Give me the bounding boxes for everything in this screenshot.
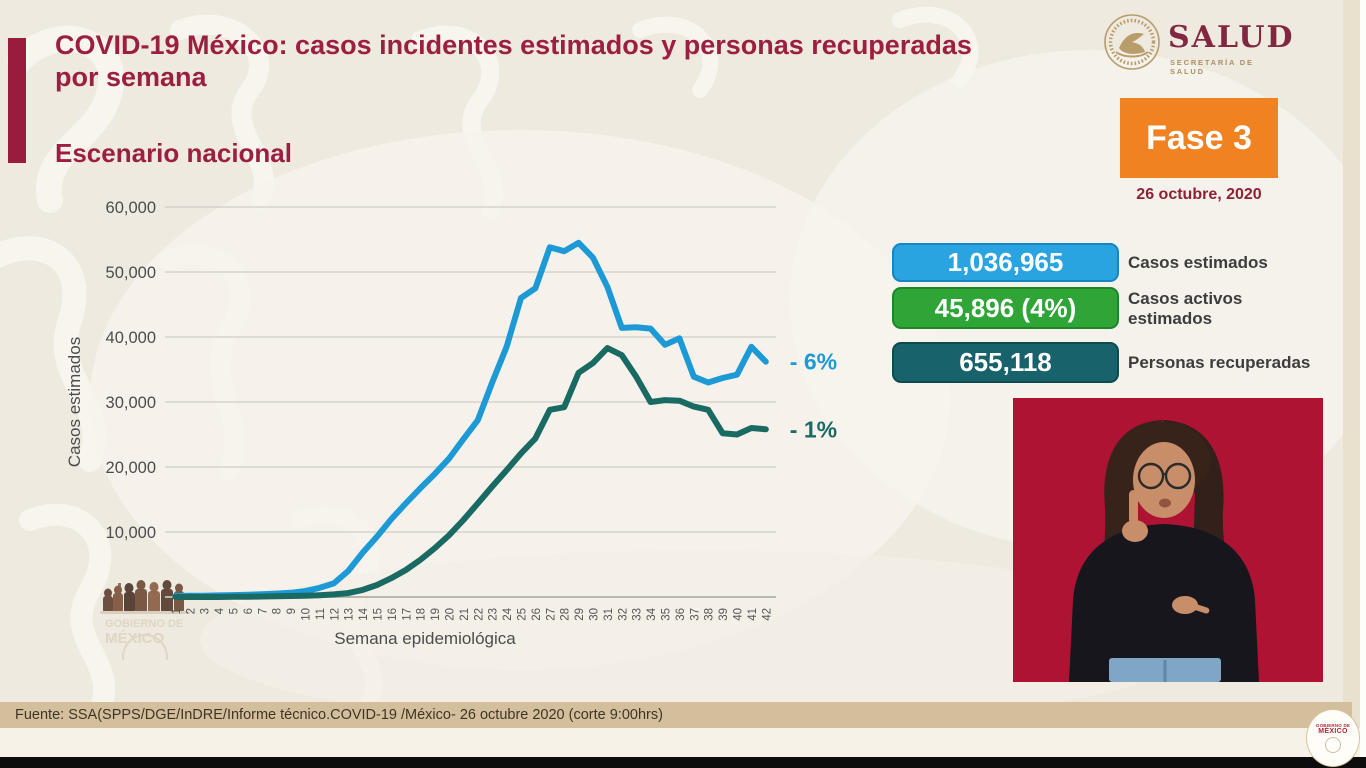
svg-text:34: 34	[646, 607, 658, 620]
estimated-cases-end-label: - 6%	[790, 349, 837, 375]
svg-text:10,000: 10,000	[106, 524, 156, 542]
salud-logo: SALUD SECRETARÍA DE SALUD	[1102, 12, 1295, 76]
svg-text:18: 18	[416, 608, 428, 621]
svg-text:30: 30	[589, 608, 601, 621]
svg-text:19: 19	[430, 608, 442, 621]
svg-text:31: 31	[603, 608, 615, 621]
page-title: COVID-19 México: casos incidentes estima…	[55, 30, 972, 92]
bottom-black-bar	[0, 757, 1366, 768]
svg-text:32: 32	[617, 608, 629, 621]
svg-text:30,000: 30,000	[106, 394, 156, 412]
recovered-persons-value: 655,118	[959, 347, 1052, 377]
svg-text:8: 8	[272, 608, 284, 614]
right-frame-strip	[1343, 0, 1360, 757]
svg-text:10: 10	[301, 608, 313, 621]
svg-text:37: 37	[689, 608, 701, 621]
gobierno-mexico-watermark: GOBIERNO DE MÉXICO	[100, 580, 190, 660]
phase-date: 26 octubre, 2020	[1136, 186, 1262, 203]
active-cases-label: Casos activos estimados	[1128, 289, 1243, 328]
salud-seal-icon	[1104, 14, 1160, 70]
svg-text:4: 4	[214, 607, 226, 614]
x-axis-title: Semana epidemiológica	[334, 629, 516, 648]
svg-text:39: 39	[718, 608, 730, 621]
svg-text:7: 7	[257, 608, 269, 614]
svg-text:20: 20	[445, 608, 457, 621]
svg-text:35: 35	[661, 608, 673, 621]
svg-text:23: 23	[488, 608, 500, 621]
svg-text:24: 24	[502, 607, 514, 620]
svg-text:2: 2	[185, 608, 197, 614]
gobierno-mexico-badge: GOBIERNO DE MÉXICO	[1306, 709, 1360, 767]
sign-language-interpreter-video	[1013, 398, 1323, 682]
svg-text:38: 38	[704, 608, 716, 621]
recovered-persons-label: Personas recuperadas	[1128, 352, 1311, 372]
svg-text:22: 22	[473, 608, 485, 621]
source-footer: Fuente: SSA(SPPS/DGE/InDRE/Informe técni…	[0, 702, 1352, 728]
svg-text:25: 25	[517, 608, 529, 621]
svg-text:33: 33	[632, 608, 644, 621]
recovered-persons-end-label: - 1%	[790, 416, 837, 442]
svg-text:11: 11	[315, 608, 327, 620]
svg-text:27: 27	[545, 608, 557, 621]
svg-text:21: 21	[459, 608, 471, 621]
active-cases-badge: 45,896 (4%)	[892, 287, 1119, 329]
phase-box: Fase 3	[1120, 98, 1278, 178]
salud-wordmark: SALUD	[1168, 20, 1295, 55]
estimated-cases-badge: 1,036,965	[892, 243, 1119, 282]
svg-text:36: 36	[675, 608, 687, 621]
svg-text:29: 29	[574, 608, 586, 621]
svg-text:41: 41	[747, 608, 759, 621]
phase-label: Fase 3	[1146, 118, 1252, 157]
estimated-cases-label: Casos estimados	[1128, 252, 1268, 272]
svg-text:15: 15	[373, 608, 385, 621]
right-frame-edge	[1360, 0, 1366, 757]
salud-subtitle: SECRETARÍA DE SALUD	[1170, 58, 1254, 76]
svg-text:17: 17	[401, 608, 413, 621]
gobierno-seal-icon	[1325, 737, 1341, 753]
recovered-persons-badge: 655,118	[892, 342, 1119, 383]
svg-text:20,000: 20,000	[106, 459, 156, 477]
svg-text:28: 28	[560, 608, 572, 621]
svg-text:1: 1	[171, 608, 183, 614]
weekly-cases-line-chart: GOBIERNO DE MÉXICO 10,000 20,000 30,000 40,…	[65, 199, 837, 660]
svg-text:50,000: 50,000	[106, 264, 156, 282]
svg-text:6: 6	[243, 608, 255, 614]
svg-text:60,000: 60,000	[106, 199, 156, 217]
recovered-persons-line	[172, 345, 769, 600]
svg-text:26: 26	[531, 608, 543, 621]
svg-text:16: 16	[387, 608, 399, 621]
svg-text:40: 40	[733, 608, 745, 621]
title-accent-bar	[8, 38, 26, 163]
svg-text:GOBIERNO DE: GOBIERNO DE	[105, 618, 183, 630]
svg-text:40,000: 40,000	[106, 329, 156, 347]
bottom-margin	[0, 728, 1360, 757]
svg-text:9: 9	[286, 608, 298, 614]
svg-text:42: 42	[761, 608, 773, 621]
estimated-cases-value: 1,036,965	[947, 247, 1064, 277]
svg-text:3: 3	[200, 608, 212, 614]
source-text: Fuente: SSA(SPPS/DGE/InDRE/Informe técni…	[15, 707, 663, 723]
active-cases-value: 45,896 (4%)	[934, 292, 1077, 323]
estimated-cases-line	[172, 239, 769, 599]
svg-text:13: 13	[344, 608, 356, 621]
svg-text:5: 5	[229, 608, 241, 614]
svg-text:14: 14	[358, 607, 370, 620]
page-subtitle: Escenario nacional	[55, 138, 292, 168]
svg-text:12: 12	[329, 608, 341, 621]
y-axis-title: Casos estimados	[65, 337, 84, 467]
